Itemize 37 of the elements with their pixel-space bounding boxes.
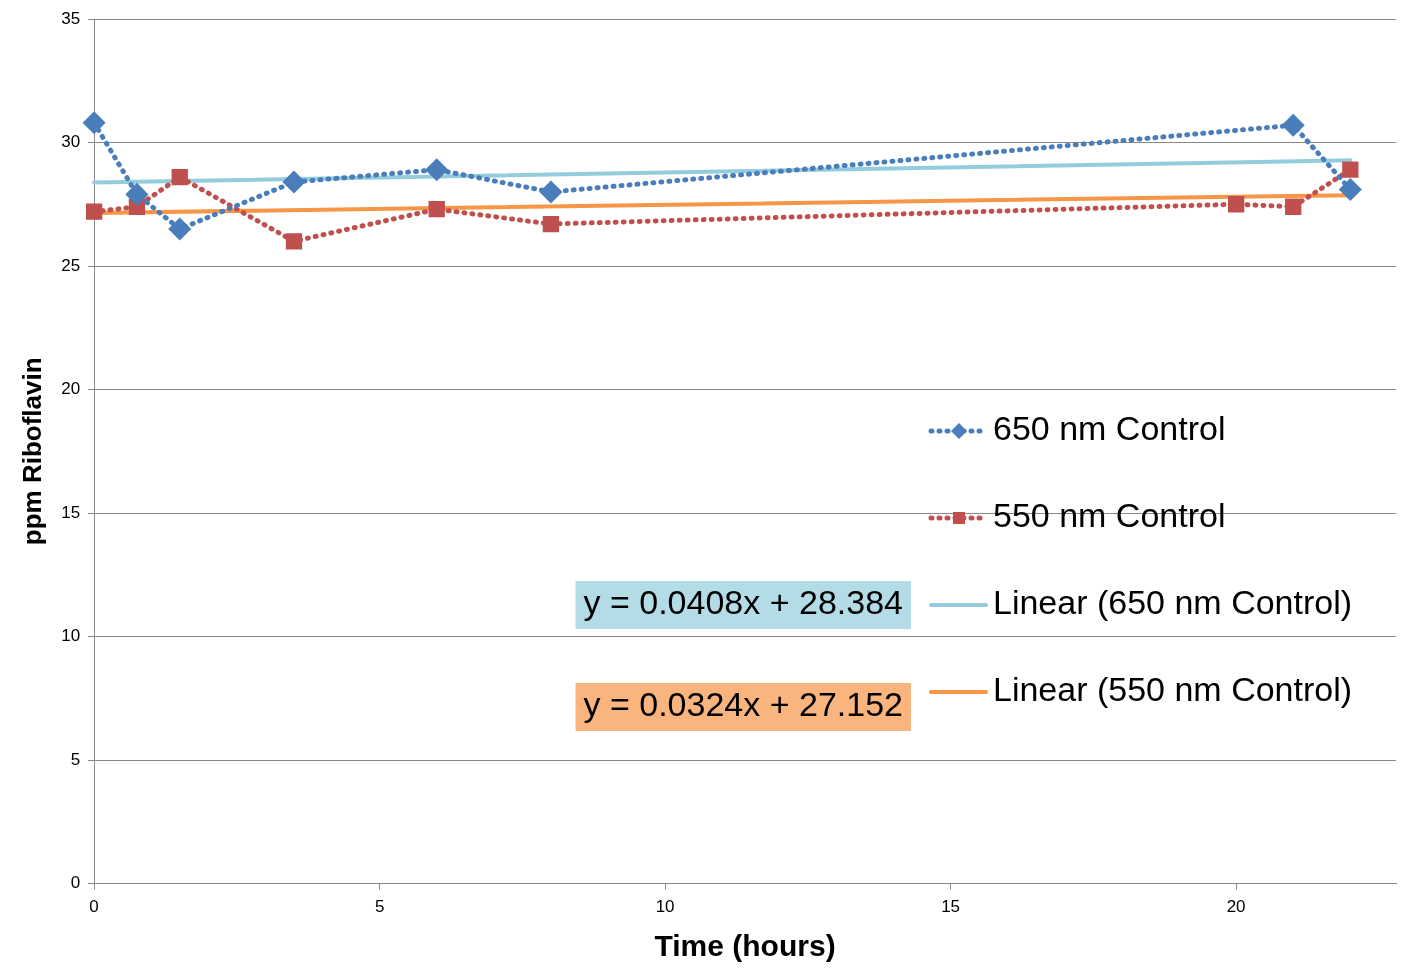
annotation: y = 0.0324x + 27.152 bbox=[583, 685, 903, 724]
point bbox=[1282, 114, 1304, 136]
point bbox=[171, 168, 188, 186]
point bbox=[169, 218, 191, 240]
point bbox=[83, 112, 105, 134]
point bbox=[1342, 161, 1359, 178]
point bbox=[1339, 178, 1361, 200]
point bbox=[283, 171, 305, 193]
point bbox=[1227, 196, 1245, 213]
annotation: y = 0.0408x + 28.384 bbox=[583, 583, 903, 622]
y-axis-title: ppm Riboflavin bbox=[16, 357, 47, 546]
x-tick-label: 20 bbox=[1226, 897, 1246, 917]
legend-label: Linear (650 nm Control) bbox=[993, 583, 1353, 622]
point bbox=[540, 181, 562, 203]
point bbox=[426, 159, 448, 181]
point bbox=[85, 203, 103, 220]
y-tick-label: 20 bbox=[61, 379, 81, 399]
legend-label: 550 nm Control bbox=[993, 496, 1226, 535]
point bbox=[1285, 198, 1302, 215]
y-tick-label: 35 bbox=[61, 8, 81, 28]
point bbox=[542, 215, 560, 233]
x-tick-label: 15 bbox=[941, 897, 961, 917]
y-tick-label: 30 bbox=[61, 132, 81, 152]
legend-label: 650 nm Control bbox=[993, 409, 1226, 448]
point bbox=[428, 201, 445, 218]
x-tick-label: 0 bbox=[89, 897, 99, 917]
legend-label: Linear (550 nm Control) bbox=[993, 670, 1353, 709]
point bbox=[126, 183, 148, 205]
y-tick-label: 5 bbox=[70, 749, 81, 769]
y-tick-label: 25 bbox=[61, 255, 81, 275]
x-tick-label: 10 bbox=[655, 897, 675, 917]
x-tick-label: 5 bbox=[374, 897, 385, 917]
y-tick-label: 0 bbox=[70, 873, 81, 893]
point bbox=[285, 233, 303, 250]
x-axis-title: Time (hours) bbox=[654, 929, 836, 963]
y-tick-label: 10 bbox=[61, 626, 81, 646]
y-tick-label: 15 bbox=[61, 502, 81, 522]
